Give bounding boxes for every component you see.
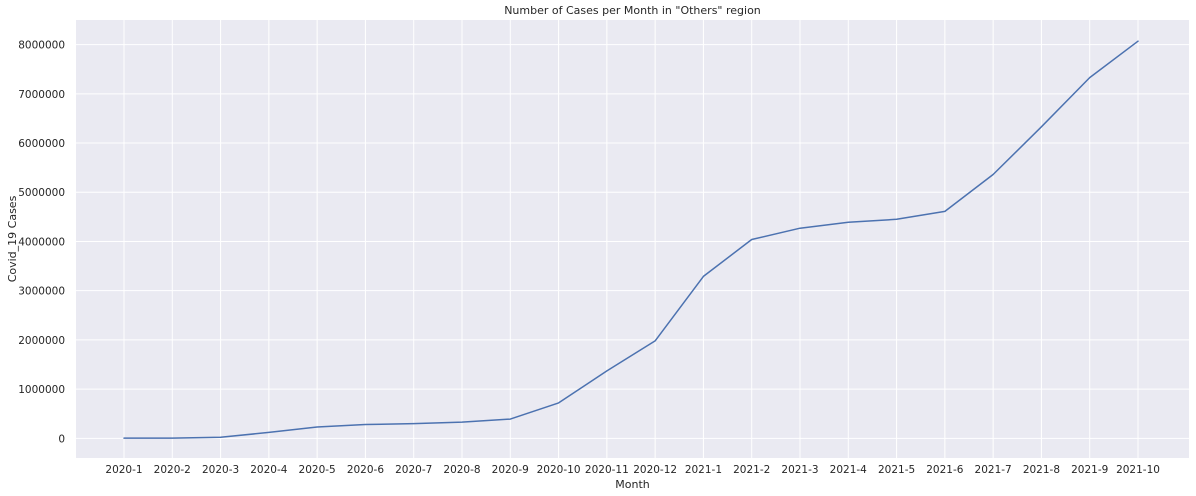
x-tick-label: 2020-7: [395, 464, 432, 476]
y-tick-label: 1000000: [18, 384, 65, 396]
x-tick-label: 2021-4: [830, 464, 868, 476]
series-layer: [123, 40, 1139, 439]
x-tick-label: 2021-3: [781, 464, 818, 476]
x-tick-label: 2020-1: [105, 464, 142, 476]
chart-title: Number of Cases per Month in "Others" re…: [504, 4, 761, 17]
x-tick-label: 2020-12: [633, 464, 677, 476]
plot-area: [76, 20, 1189, 458]
x-tick-label: 2021-6: [926, 464, 964, 476]
y-tick-label: 6000000: [18, 138, 65, 150]
x-tick-label: 2020-3: [202, 464, 239, 476]
x-tick-label: 2020-2: [154, 464, 191, 476]
y-tick-label: 7000000: [18, 89, 65, 101]
x-tick-label: 2020-10: [537, 464, 581, 476]
x-tick-label: 2021-1: [685, 464, 722, 476]
x-tick-label: 2020-8: [443, 464, 480, 476]
x-tick-label: 2021-8: [1023, 464, 1060, 476]
y-tick-label: 5000000: [18, 187, 65, 199]
x-tick-label: 2020-11: [585, 464, 629, 476]
x-tick-label: 2021-5: [878, 464, 915, 476]
x-tick-label: 2021-10: [1116, 464, 1160, 476]
y-tick-label: 8000000: [18, 40, 65, 52]
x-tick-label: 2020-4: [250, 464, 288, 476]
x-tick-label: 2021-9: [1071, 464, 1108, 476]
x-tick-labels: 2020-1 2020-2 2020-3 2020-4 2020-5 2020-6 2020…: [105, 464, 1160, 476]
x-tick-label: 2020-6: [347, 464, 385, 476]
x-axis-label: Month: [615, 478, 650, 491]
y-gridlines: [76, 44, 1189, 439]
x-tick-label: 2020-9: [492, 464, 529, 476]
y-tick-label: 4000000: [18, 236, 65, 248]
y-tick-label: 2000000: [18, 335, 65, 347]
series-line: [123, 40, 1139, 439]
x-tick-label: 2021-7: [975, 464, 1012, 476]
x-tick-label: 2021-2: [733, 464, 770, 476]
x-gridlines: [123, 20, 1139, 458]
y-tick-labels: 0 1000000 2000000 3000000 4000000 5000000 6000…: [18, 40, 65, 446]
x-tick-label: 2020-5: [299, 464, 336, 476]
y-axis-label: Covid_19 Cases: [6, 195, 19, 282]
y-tick-label: 0: [58, 433, 65, 445]
y-tick-label: 3000000: [18, 286, 65, 298]
